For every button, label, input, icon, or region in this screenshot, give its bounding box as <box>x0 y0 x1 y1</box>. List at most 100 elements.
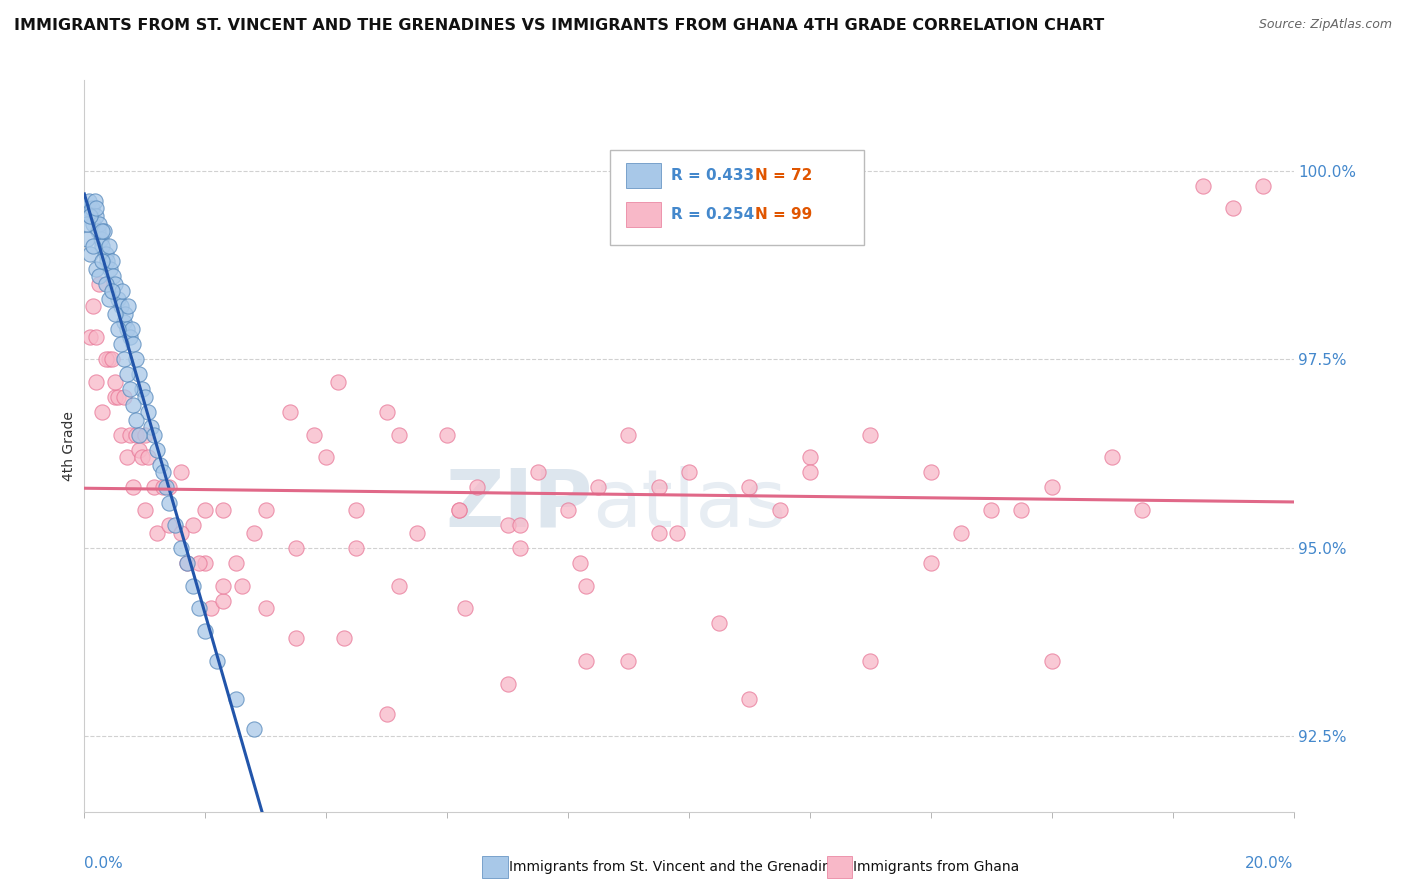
Point <box>115 368 138 382</box>
Point <box>89 277 111 291</box>
Point <box>1040 654 1063 668</box>
Point <box>79 329 101 343</box>
Point <box>86 261 108 276</box>
Point <box>302 427 325 442</box>
Point <box>110 427 132 442</box>
Point <box>799 450 821 465</box>
Point <box>96 254 118 268</box>
Point <box>139 420 162 434</box>
Point <box>82 239 104 253</box>
Point <box>86 224 108 238</box>
Point <box>118 329 141 343</box>
Point <box>142 480 165 494</box>
Point <box>709 616 731 631</box>
Point <box>89 269 111 284</box>
FancyBboxPatch shape <box>626 202 661 227</box>
Point <box>509 518 531 533</box>
Point <box>799 466 821 480</box>
Point <box>82 300 104 314</box>
Point <box>76 217 98 231</box>
Point <box>104 375 127 389</box>
Point <box>188 556 211 570</box>
Point <box>278 405 301 419</box>
Point <box>115 322 138 336</box>
Point <box>454 601 477 615</box>
Point <box>76 202 98 216</box>
Point <box>91 239 114 253</box>
Point <box>200 601 222 615</box>
Point <box>97 292 120 306</box>
Point <box>436 427 458 442</box>
Point <box>117 300 139 314</box>
Point <box>1132 503 1154 517</box>
Point <box>225 556 247 570</box>
Point <box>128 427 150 442</box>
Text: R = 0.433: R = 0.433 <box>671 169 754 184</box>
Point <box>111 285 134 299</box>
Point <box>125 352 148 367</box>
Point <box>665 525 688 540</box>
Point <box>157 518 180 533</box>
Point <box>155 480 177 494</box>
Point <box>980 503 1002 517</box>
Point <box>118 427 141 442</box>
Point <box>231 578 253 592</box>
Point <box>176 556 198 570</box>
Point <box>94 352 117 367</box>
Point <box>1222 202 1244 216</box>
FancyBboxPatch shape <box>626 163 661 188</box>
Point <box>920 556 942 570</box>
Point <box>575 578 598 592</box>
Point <box>112 352 135 367</box>
Point <box>136 450 159 465</box>
Point <box>157 495 180 509</box>
Text: Immigrants from St. Vincent and the Grenadines: Immigrants from St. Vincent and the Gren… <box>509 860 846 874</box>
Text: Immigrants from Ghana: Immigrants from Ghana <box>853 860 1019 874</box>
Point <box>617 427 640 442</box>
Point <box>79 246 101 260</box>
Point <box>125 412 148 426</box>
Point <box>375 706 398 721</box>
Point <box>121 480 143 494</box>
Point <box>1253 178 1275 193</box>
Point <box>346 541 368 555</box>
Point <box>859 654 882 668</box>
Point <box>84 194 107 208</box>
Point <box>346 503 368 517</box>
Text: IMMIGRANTS FROM ST. VINCENT AND THE GRENADINES VS IMMIGRANTS FROM GHANA 4TH GRAD: IMMIGRANTS FROM ST. VINCENT AND THE GREN… <box>14 18 1104 33</box>
Point <box>134 390 156 404</box>
Point <box>769 503 792 517</box>
Point <box>449 503 471 517</box>
Point <box>76 232 98 246</box>
Point <box>449 503 471 517</box>
Point <box>738 691 761 706</box>
Point <box>80 202 103 216</box>
Point <box>738 480 761 494</box>
Point <box>86 329 108 343</box>
Text: 20.0%: 20.0% <box>1246 855 1294 871</box>
Point <box>93 224 115 238</box>
Point <box>242 525 264 540</box>
Point <box>165 518 187 533</box>
Point <box>1011 503 1033 517</box>
Point <box>86 202 108 216</box>
Point <box>157 480 180 494</box>
Point <box>97 239 120 253</box>
Text: N = 99: N = 99 <box>755 207 813 222</box>
Point <box>104 277 127 291</box>
Point <box>1192 178 1215 193</box>
Point <box>188 601 211 615</box>
Point <box>110 337 132 351</box>
Point <box>375 405 398 419</box>
Point <box>91 405 114 419</box>
Point <box>496 518 519 533</box>
Point <box>100 254 122 268</box>
Point <box>131 450 153 465</box>
Point <box>121 337 143 351</box>
Point <box>333 632 356 646</box>
Text: N = 72: N = 72 <box>755 169 813 184</box>
Point <box>207 654 229 668</box>
Text: ZIP: ZIP <box>444 466 592 543</box>
Point <box>194 556 217 570</box>
Point <box>152 480 174 494</box>
